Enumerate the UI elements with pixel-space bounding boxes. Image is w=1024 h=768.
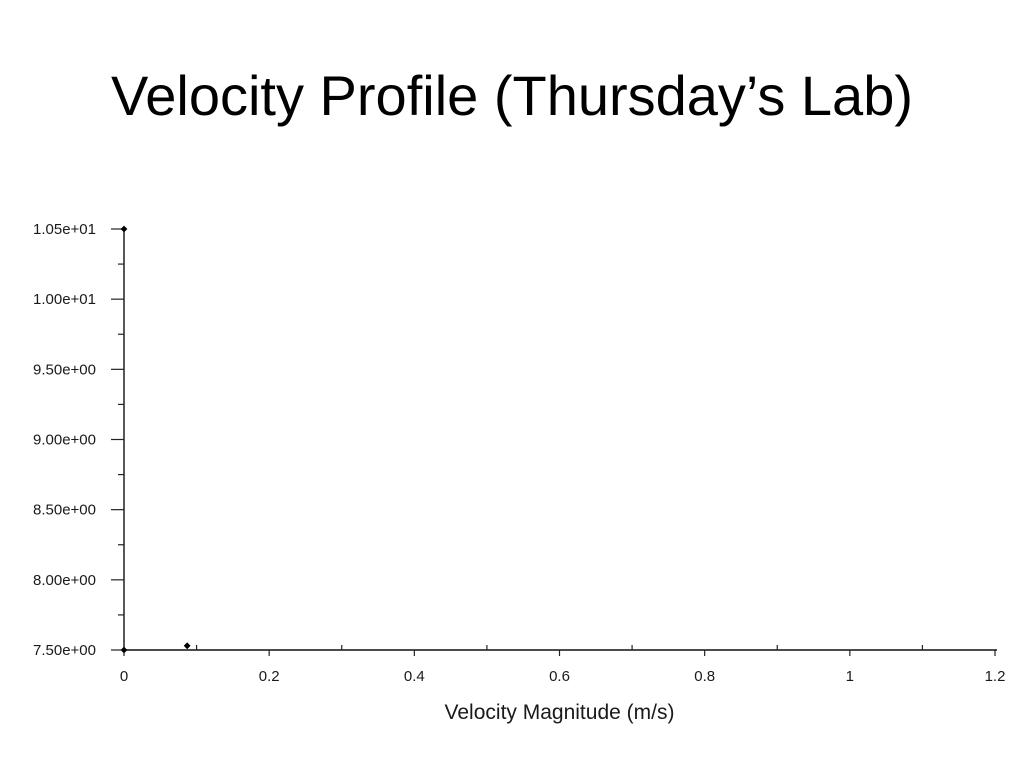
data-point [183,642,191,650]
x-tick-label: 1 [846,668,854,685]
y-tick-label: 8.50e+00 [33,502,96,519]
x-tick-label: 1.2 [985,668,1006,685]
y-tick-label: 9.50e+00 [33,361,96,378]
x-tick-label: 0.2 [259,668,280,685]
x-tick-label: 0.8 [694,668,715,685]
y-tick-label: 1.05e+01 [33,221,96,238]
data-point [120,646,128,654]
x-tick-label: 0 [120,668,128,685]
x-tick-label: 0.4 [404,668,425,685]
data-series [120,225,191,654]
x-tick-label: 0.6 [549,668,570,685]
y-tick-label: 1.00e+01 [33,291,96,308]
y-tick-label: 8.00e+00 [33,572,96,589]
y-tick-label: 9.00e+00 [33,432,96,449]
x-axis-label: Velocity Magnitude (m/s) [445,701,675,724]
y-tick-label: 7.50e+00 [33,642,96,659]
data-point [120,225,128,233]
slide-title: Velocity Profile (Thursday’s Lab) [111,64,913,127]
plot-axes: 1.05e+01 1.00e+01 9.50e+00 9.00e+00 8.50e+00… [33,221,1005,685]
